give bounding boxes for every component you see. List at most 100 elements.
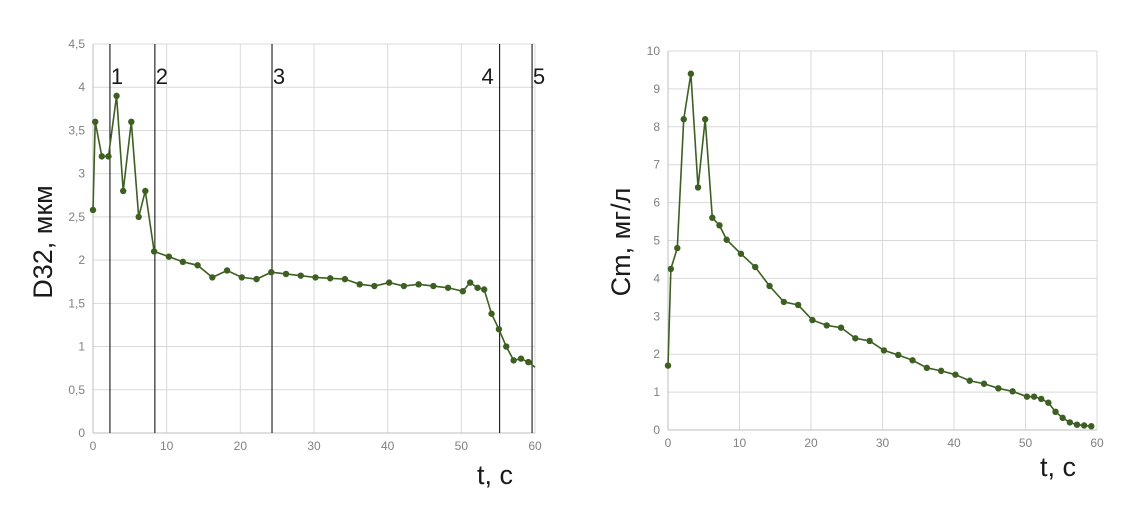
data-point: [723, 236, 730, 243]
y-axis-label: Cm, мг/л: [606, 188, 636, 297]
y-tick-label: 3,5: [68, 123, 85, 137]
series-cm: [664, 70, 1095, 430]
data-point: [1073, 421, 1081, 428]
chart-d32: 0 10 20 30 40 50 60 0 0,5 1 1,5 2 2,5 3 3,5 4 4,5 1 2 3 4 5…: [28, 37, 545, 490]
y-tick-label: 6: [653, 196, 660, 210]
x-tick-label: 40: [947, 436, 961, 450]
data-point: [966, 377, 973, 384]
y-tick-label: 0,5: [68, 383, 85, 397]
data-point: [880, 347, 888, 354]
data-point: [1038, 395, 1045, 403]
x-axis: 0 10 20 30 40 50 60: [90, 432, 542, 453]
data-point: [895, 351, 902, 359]
data-point: [312, 274, 319, 281]
x-tick-label: 0: [90, 439, 97, 453]
region-marker-label-3: 3: [273, 64, 285, 89]
y-tick-label: 1: [78, 340, 85, 354]
data-point: [430, 282, 437, 290]
y-axis: 0 0,5 1 1,5 2 2,5 3 3,5 4 4,5: [68, 37, 94, 440]
data-point: [667, 265, 675, 273]
y-axis: 0 1 2 3 4 5 6 7 8 9 10: [647, 44, 669, 437]
data-point: [488, 310, 495, 317]
data-point: [937, 367, 945, 375]
data-point: [459, 288, 467, 295]
y-axis-label: D32, мкм: [28, 185, 58, 298]
x-tick-label: 60: [528, 439, 542, 453]
data-point: [98, 153, 106, 160]
x-tick-label: 20: [234, 439, 248, 453]
data-point: [223, 267, 231, 274]
data-point: [701, 116, 709, 123]
data-point: [780, 298, 788, 306]
data-point: [495, 326, 503, 333]
data-point: [341, 275, 349, 283]
x-tick-label: 10: [733, 436, 747, 450]
data-point: [837, 324, 845, 331]
data-point: [282, 270, 290, 278]
data-point: [135, 213, 142, 221]
data-point: [474, 284, 481, 291]
data-point: [356, 281, 363, 288]
data-point: [209, 274, 216, 281]
data-point: [238, 274, 246, 281]
data-point: [1052, 408, 1059, 416]
x-tick-label: 50: [1019, 436, 1033, 450]
x-tick-label: 30: [307, 439, 321, 453]
data-point: [510, 357, 517, 364]
data-point: [1030, 393, 1038, 400]
y-tick-label: 2,5: [68, 210, 85, 224]
data-point: [525, 358, 532, 366]
region-marker-label-2: 2: [156, 64, 168, 89]
data-point: [852, 335, 859, 342]
x-tick-label: 50: [455, 439, 469, 453]
data-point: [952, 371, 959, 378]
y-tick-label: 10: [647, 44, 661, 58]
y-tick-label: 0: [653, 423, 660, 437]
data-point: [1009, 388, 1016, 395]
data-point: [128, 118, 135, 126]
y-tick-label: 7: [653, 158, 660, 172]
grid-lines: [92, 43, 536, 434]
data-point: [179, 258, 187, 266]
data-point: [737, 250, 745, 257]
y-tick-label: 0: [78, 426, 85, 440]
data-point: [444, 284, 452, 291]
data-point: [1059, 414, 1066, 422]
data-point: [1045, 399, 1052, 406]
data-point: [980, 380, 988, 387]
x-axis-label: t, c: [477, 460, 513, 490]
x-tick-label: 40: [381, 439, 395, 453]
y-tick-label: 3: [78, 167, 85, 181]
data-point: [268, 269, 275, 276]
data-point: [150, 248, 158, 255]
data-point: [297, 272, 304, 279]
data-point: [165, 253, 173, 260]
data-point: [517, 355, 525, 362]
grid-lines: [667, 50, 1098, 431]
y-tick-label: 2: [653, 347, 660, 361]
y-tick-label: 1,5: [68, 296, 85, 310]
data-point: [716, 222, 723, 229]
data-point: [466, 279, 474, 286]
y-tick-label: 4: [78, 80, 85, 94]
y-tick-label: 8: [653, 120, 660, 134]
data-point: [694, 184, 702, 191]
x-tick-label: 0: [665, 436, 672, 450]
x-axis-label: t, c: [1040, 452, 1076, 482]
data-point: [385, 279, 393, 286]
data-point: [400, 282, 408, 290]
vertical-markers: 1 2 3 4 5: [109, 44, 545, 433]
x-tick-label: 20: [804, 436, 818, 450]
y-tick-label: 2: [78, 253, 85, 267]
data-point: [823, 322, 830, 329]
data-point: [709, 214, 716, 221]
data-point: [1066, 419, 1074, 426]
x-tick-label: 10: [160, 439, 174, 453]
y-tick-label: 5: [653, 234, 660, 248]
data-point: [866, 337, 873, 345]
y-tick-label: 1: [653, 385, 660, 399]
data-point: [809, 316, 816, 324]
data-point: [480, 286, 488, 293]
data-point: [327, 275, 334, 282]
